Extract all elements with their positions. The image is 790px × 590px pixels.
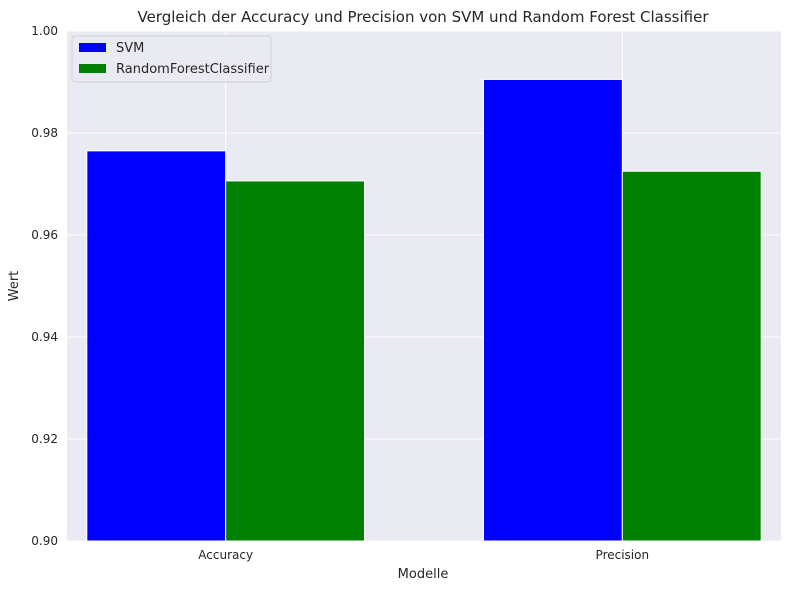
- y-tick-labels: 0.90 0.92 0.94 0.96 0.98 1.00: [31, 24, 58, 548]
- bar-svm-accuracy: [86, 150, 227, 542]
- x-axis-label: Modelle: [398, 567, 449, 582]
- y-tick-label: 0.94: [31, 330, 58, 344]
- legend-swatch: [79, 43, 106, 52]
- legend-box: [71, 35, 272, 83]
- y-tick-label: 0.96: [31, 228, 58, 242]
- bar-svm-precision: [483, 78, 623, 542]
- x-tick-label: Precision: [596, 548, 650, 562]
- y-axis-label: Wert: [7, 271, 22, 302]
- legend-label: SVM: [116, 41, 144, 56]
- legend: SVM RandomForestClassifier: [71, 35, 272, 83]
- x-tick-label: Accuracy: [198, 548, 253, 562]
- legend-label: RandomForestClassifier: [116, 62, 270, 77]
- y-tick-label: 0.90: [31, 534, 58, 548]
- bars: [86, 78, 762, 542]
- y-tick-label: 0.98: [31, 126, 58, 140]
- y-tick-label: 1.00: [31, 24, 58, 38]
- legend-swatch: [79, 64, 106, 73]
- x-tick-labels: Accuracy Precision: [198, 548, 649, 562]
- bar-randomforestclassifier-precision: [621, 170, 762, 542]
- y-tick-label: 0.92: [31, 432, 58, 446]
- chart-title: Vergleich der Accuracy und Precision von…: [137, 8, 709, 26]
- bar-randomforestclassifier-accuracy: [225, 180, 365, 542]
